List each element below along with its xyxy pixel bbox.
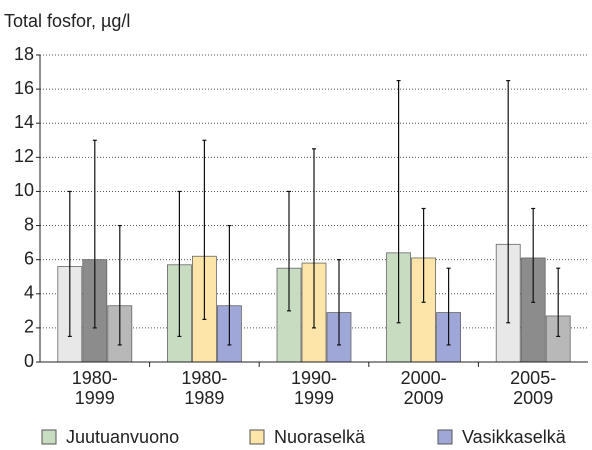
error-bar [506,79,511,324]
y-tick-label: 4 [24,283,34,303]
y-tick-label: 14 [14,112,34,132]
legend-label: Nuoraselkä [274,427,366,447]
error-bar [287,190,291,312]
x-tick-label: 1990-1999 [290,368,338,408]
legend-swatch [41,429,57,445]
error-bar [446,267,451,346]
legend-swatch [437,429,453,445]
y-tick-label: 12 [14,146,34,166]
legend-label: Vasikkaselkä [462,427,567,447]
y-tick-label: 8 [24,214,34,234]
legend-label: Juutuanvuono [66,427,179,447]
x-tick-label: 1980-1999 [71,368,118,408]
error-bar [531,207,536,303]
error-bar [421,207,426,303]
error-bar [337,259,341,346]
y-tick-label: 10 [14,180,34,200]
y-tick-label: 6 [24,248,34,268]
error-bar [312,148,316,329]
y-tick-label: 18 [14,44,34,64]
error-bar [67,190,72,338]
error-bar [202,139,207,320]
x-tick-label: 2005-2009 [510,368,557,408]
chart-title: Total fosfor, µg/l [4,11,130,31]
legend-swatch [249,429,265,445]
y-tick-label: 0 [24,351,34,371]
y-tick-label: 2 [24,317,34,337]
error-bar [177,190,182,338]
error-bar [396,79,401,324]
error-bar [117,224,122,346]
x-tick-label: 1980-1989 [181,368,228,408]
error-bar [556,267,561,338]
error-bar [227,224,232,346]
y-tick-label: 16 [14,78,34,98]
error-bar [92,139,97,329]
x-tick-label: 2000-2009 [400,368,447,408]
